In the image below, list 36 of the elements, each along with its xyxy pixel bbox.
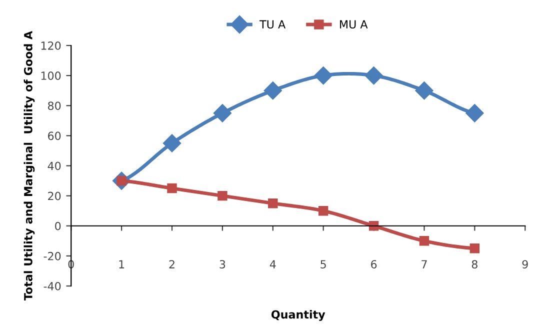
y-tick-label: 60	[48, 132, 61, 140]
point	[318, 206, 328, 216]
point	[218, 190, 228, 201]
x-axis-title: Quantity	[271, 310, 326, 321]
y-tick-label: 40	[48, 162, 61, 170]
point	[264, 82, 282, 100]
y-tick-label: 20	[48, 192, 61, 200]
x-tick-label: 5	[320, 260, 326, 269]
point	[415, 82, 434, 100]
y-axis-title: Total Utility and Marginal Utility of Good A	[24, 30, 35, 301]
x-tick-label: 2	[169, 260, 174, 268]
y-tick-label: 120	[41, 41, 61, 50]
point	[470, 244, 480, 254]
x-tick-label: 6	[371, 260, 377, 269]
x-tick-label: 3	[220, 260, 226, 269]
point	[213, 104, 232, 122]
legend-label: MU A	[340, 20, 368, 29]
point	[368, 221, 379, 231]
x-tick-label: 1	[119, 260, 124, 268]
legend-label: TU A	[260, 20, 286, 29]
x-tick-label: 9	[522, 260, 528, 269]
point	[466, 104, 484, 122]
y-tick-label: 100	[41, 72, 61, 80]
x-tick-label: 4	[270, 260, 276, 268]
y-tick-label: 80	[48, 102, 61, 110]
y-tick-label: -20	[44, 252, 61, 260]
x-tick-label: 7	[422, 260, 427, 268]
point	[268, 198, 278, 208]
point	[162, 134, 182, 152]
x-tick-label: 8	[472, 260, 478, 269]
point	[364, 66, 383, 85]
point	[167, 183, 177, 194]
y-tick-label: 0	[55, 222, 61, 230]
point	[314, 66, 332, 85]
y-tick-label: -40	[44, 282, 61, 290]
point	[419, 236, 430, 246]
